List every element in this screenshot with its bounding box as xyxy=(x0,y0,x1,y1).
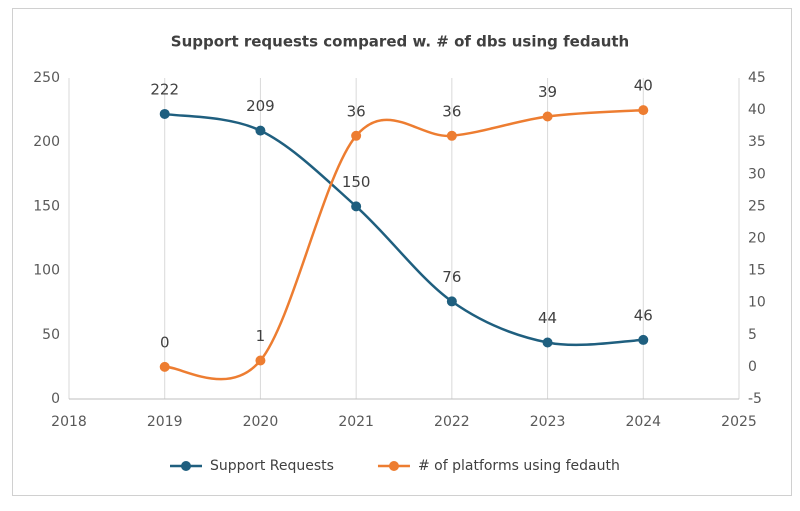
x-tick-label: 2022 xyxy=(434,414,470,430)
y-tick-label: 50 xyxy=(42,327,60,343)
x-tick-label: 2021 xyxy=(338,414,374,430)
x-tick-label: 2024 xyxy=(625,414,661,430)
data-label: 150 xyxy=(342,173,371,191)
data-point xyxy=(638,105,649,116)
y-tick-label: 150 xyxy=(33,198,60,214)
x-tick-label: 2020 xyxy=(243,414,279,430)
data-label: 36 xyxy=(347,102,366,120)
legend-label: # of platforms using fedauth xyxy=(418,458,620,474)
y-tick-label: 200 xyxy=(33,134,60,150)
y2-tick-label: 35 xyxy=(748,134,766,150)
data-label: 46 xyxy=(634,306,653,324)
data-point xyxy=(446,296,457,307)
legend-marker xyxy=(181,461,191,471)
y2-tick-label: 15 xyxy=(748,263,766,279)
x-tick-label: 2019 xyxy=(147,414,183,430)
data-label: 1 xyxy=(256,327,266,345)
y2-tick-label: 30 xyxy=(748,166,766,182)
y2-tick-label: 45 xyxy=(748,70,766,86)
y2-tick-label: -5 xyxy=(748,391,762,407)
legend-label: Support Requests xyxy=(210,458,334,474)
x-tick-label: 2025 xyxy=(721,414,757,430)
chart-border xyxy=(12,8,792,496)
y2-tick-label: 20 xyxy=(748,231,766,247)
y2-tick-label: 40 xyxy=(748,102,766,118)
y2-tick-label: 5 xyxy=(748,327,757,343)
data-point xyxy=(255,355,266,366)
y2-tick-label: 0 xyxy=(748,359,757,375)
data-label: 39 xyxy=(538,83,557,101)
data-point xyxy=(255,125,266,136)
x-tick-label: 2018 xyxy=(51,414,87,430)
y-tick-label: 100 xyxy=(33,263,60,279)
data-point xyxy=(542,111,553,122)
data-point xyxy=(159,108,170,119)
data-point xyxy=(446,130,457,141)
y-tick-label: 250 xyxy=(33,70,60,86)
data-point xyxy=(351,130,362,141)
data-point xyxy=(159,361,170,372)
data-point xyxy=(638,334,649,345)
data-label: 36 xyxy=(442,102,461,120)
data-label: 40 xyxy=(634,77,653,95)
data-label: 209 xyxy=(246,97,275,115)
y2-tick-label: 25 xyxy=(748,198,766,214)
x-tick-label: 2023 xyxy=(530,414,566,430)
chart-title: Support requests compared w. # of dbs us… xyxy=(171,33,629,51)
legend-marker xyxy=(388,461,399,471)
data-label: 0 xyxy=(160,333,170,351)
data-label: 222 xyxy=(150,80,179,98)
data-point xyxy=(542,337,553,348)
data-point xyxy=(351,201,362,212)
data-label: 76 xyxy=(442,268,461,286)
y-tick-label: 0 xyxy=(51,391,60,407)
data-label: 44 xyxy=(538,309,557,327)
y2-tick-label: 10 xyxy=(748,295,766,311)
